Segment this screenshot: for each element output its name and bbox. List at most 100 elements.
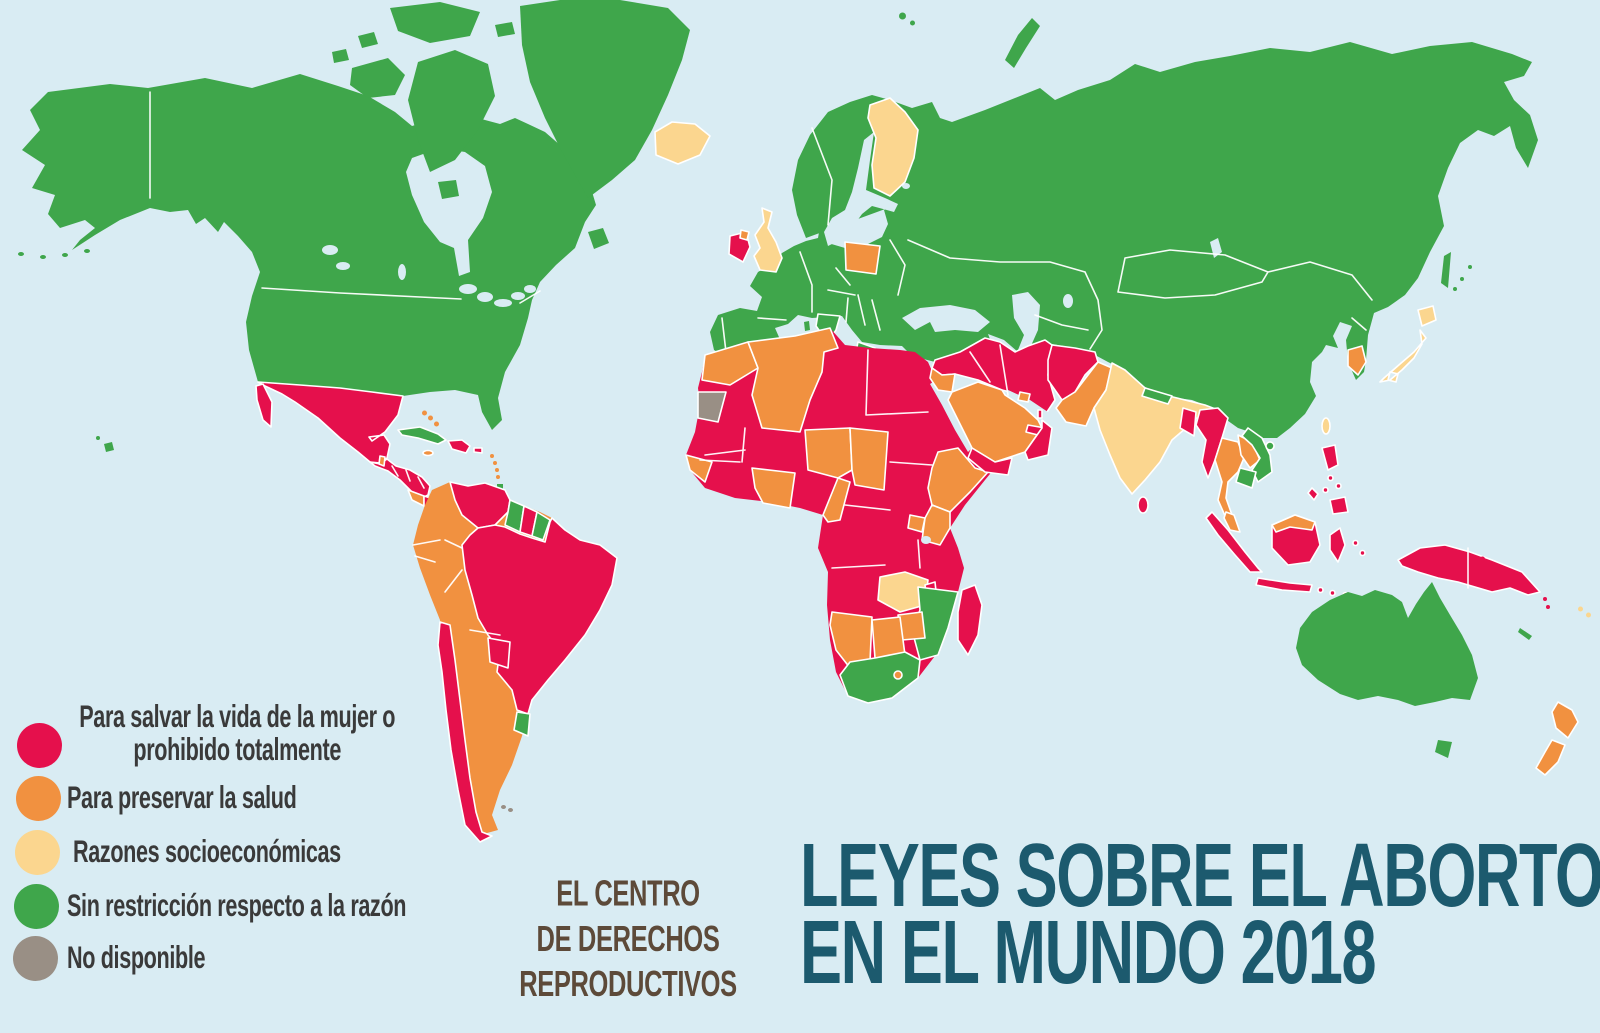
region-myanmar (1195, 407, 1229, 479)
region-south-korea (1347, 345, 1367, 376)
great-lake-4 (511, 292, 525, 300)
region-puerto-rico (473, 447, 483, 454)
attribution-line-3: REPRODUCTIVOS (519, 964, 737, 1005)
region-poland (844, 241, 881, 275)
middle-east-group (929, 337, 1056, 476)
baltic-sea (824, 132, 898, 246)
region-paraguay (487, 637, 511, 669)
region-arctic-islands (332, 2, 515, 199)
legend-dot-socioeconomicas-circle (15, 830, 60, 875)
region-yemen (967, 447, 1013, 476)
region-fiji (1578, 606, 1591, 618)
legend-dot-no-disponible (13, 936, 58, 981)
region-niger (804, 427, 853, 479)
black-sea (902, 305, 990, 332)
attribution-line-1: EL CENTRO (556, 874, 700, 914)
region-baja-california (255, 383, 273, 428)
red-sea (930, 380, 975, 452)
region-hispaniola (447, 439, 471, 454)
region-malaysia-peninsula (1223, 511, 1241, 533)
region-malaysia-borneo (1271, 514, 1316, 533)
region-belize (378, 455, 386, 467)
region-cambodia (1235, 467, 1257, 489)
north-america-group (18, 0, 690, 452)
region-uruguay (513, 711, 531, 737)
region-south-africa (839, 651, 921, 704)
region-ghana-benin (751, 467, 796, 509)
region-afghanistan (1047, 344, 1099, 401)
region-greenland (520, 0, 690, 198)
region-falkland-islands (501, 805, 513, 812)
great-slave-lake (336, 262, 350, 270)
region-sri-lanka (1137, 496, 1149, 514)
legend-label-sin-restriccion: Sin restricción respecto a la razón (67, 888, 407, 924)
border-central-america-internal (391, 465, 425, 489)
region-nepal (1141, 387, 1173, 405)
page-title: LEYES SOBRE EL ABORTO EN EL MUNDO 2018 (800, 826, 1600, 1003)
legend-dot-socioeconomicas (15, 830, 60, 875)
africa-group (685, 327, 1008, 704)
region-sakhalin (1441, 252, 1451, 288)
region-tasmania (1435, 740, 1452, 758)
legend-dot-sin-restriccion (14, 884, 59, 929)
region-lesser-antilles (490, 454, 500, 479)
legend-dot-sin-restriccion-circle (14, 884, 59, 929)
attribution: EL CENTRO DE DERECHOS REPRODUCTIVOS (516, 872, 741, 1007)
region-hawaii (96, 436, 114, 452)
region-vanuatu (1543, 597, 1550, 609)
region-new-caledonia (1518, 628, 1532, 640)
region-hainan (1265, 441, 1275, 451)
region-indonesia (1205, 511, 1366, 599)
lake-winnipeg (398, 264, 406, 280)
legend-dot-salud-circle (16, 776, 61, 821)
legend-label-salud: Para preservar la salud (67, 780, 297, 816)
region-newfoundland (588, 228, 609, 249)
legend-dot-vida (17, 723, 62, 768)
region-finland (867, 97, 919, 197)
border-europe-internal (721, 127, 906, 353)
title-line-1: LEYES SOBRE EL ABORTO (800, 826, 1600, 926)
great-lake-2 (477, 292, 493, 302)
aral-sea (1063, 294, 1073, 308)
lake-ladoga (902, 183, 910, 189)
region-united-kingdom (753, 207, 783, 273)
region-algeria-tunisia (747, 327, 839, 433)
great-lake-1 (459, 284, 477, 294)
persian-gulf (1004, 390, 1048, 420)
region-chile (437, 621, 493, 843)
border-africa-internal (699, 349, 933, 569)
region-guyana (504, 499, 525, 533)
south-america-group (412, 481, 618, 843)
hudson-bay (406, 148, 492, 276)
legend-label-vida: Para salvar la vida de la mujer o prohib… (79, 699, 396, 768)
border-asia-internal (907, 239, 1373, 350)
region-new-zealand (1535, 701, 1579, 776)
legend-label-no-disponible: No disponible (67, 940, 206, 976)
region-mexico (257, 381, 404, 464)
attribution-line-2: DE DERECHOS (536, 919, 720, 960)
region-novaya-zemlya (1005, 18, 1040, 68)
region-northern-ireland (739, 229, 750, 241)
lake-victoria (921, 536, 931, 544)
region-svalbard (899, 12, 915, 26)
region-new-guinea (1397, 544, 1541, 596)
region-ethiopia-eritrea (927, 447, 989, 513)
region-uganda (907, 514, 926, 533)
great-lake-3 (494, 299, 512, 307)
region-central-america (369, 458, 431, 500)
oceania-group (1296, 544, 1591, 776)
region-cameroon (822, 477, 851, 523)
legend-label-socioeconomicas: Razones socioeconómicas (73, 834, 341, 870)
region-philippines (1307, 444, 1349, 515)
great-bear-lake (322, 245, 338, 255)
region-kuril-islands (1453, 265, 1472, 291)
region-jamaica (422, 449, 434, 457)
border-middle-east-internal (969, 344, 1009, 396)
title-line-2: EN EL MUNDO 2018 (800, 903, 1377, 1003)
region-madagascar (957, 584, 983, 656)
lake-baikal (1210, 238, 1222, 258)
region-oman (1024, 419, 1053, 461)
region-chad (849, 427, 889, 491)
region-solomon-islands (1480, 556, 1513, 584)
